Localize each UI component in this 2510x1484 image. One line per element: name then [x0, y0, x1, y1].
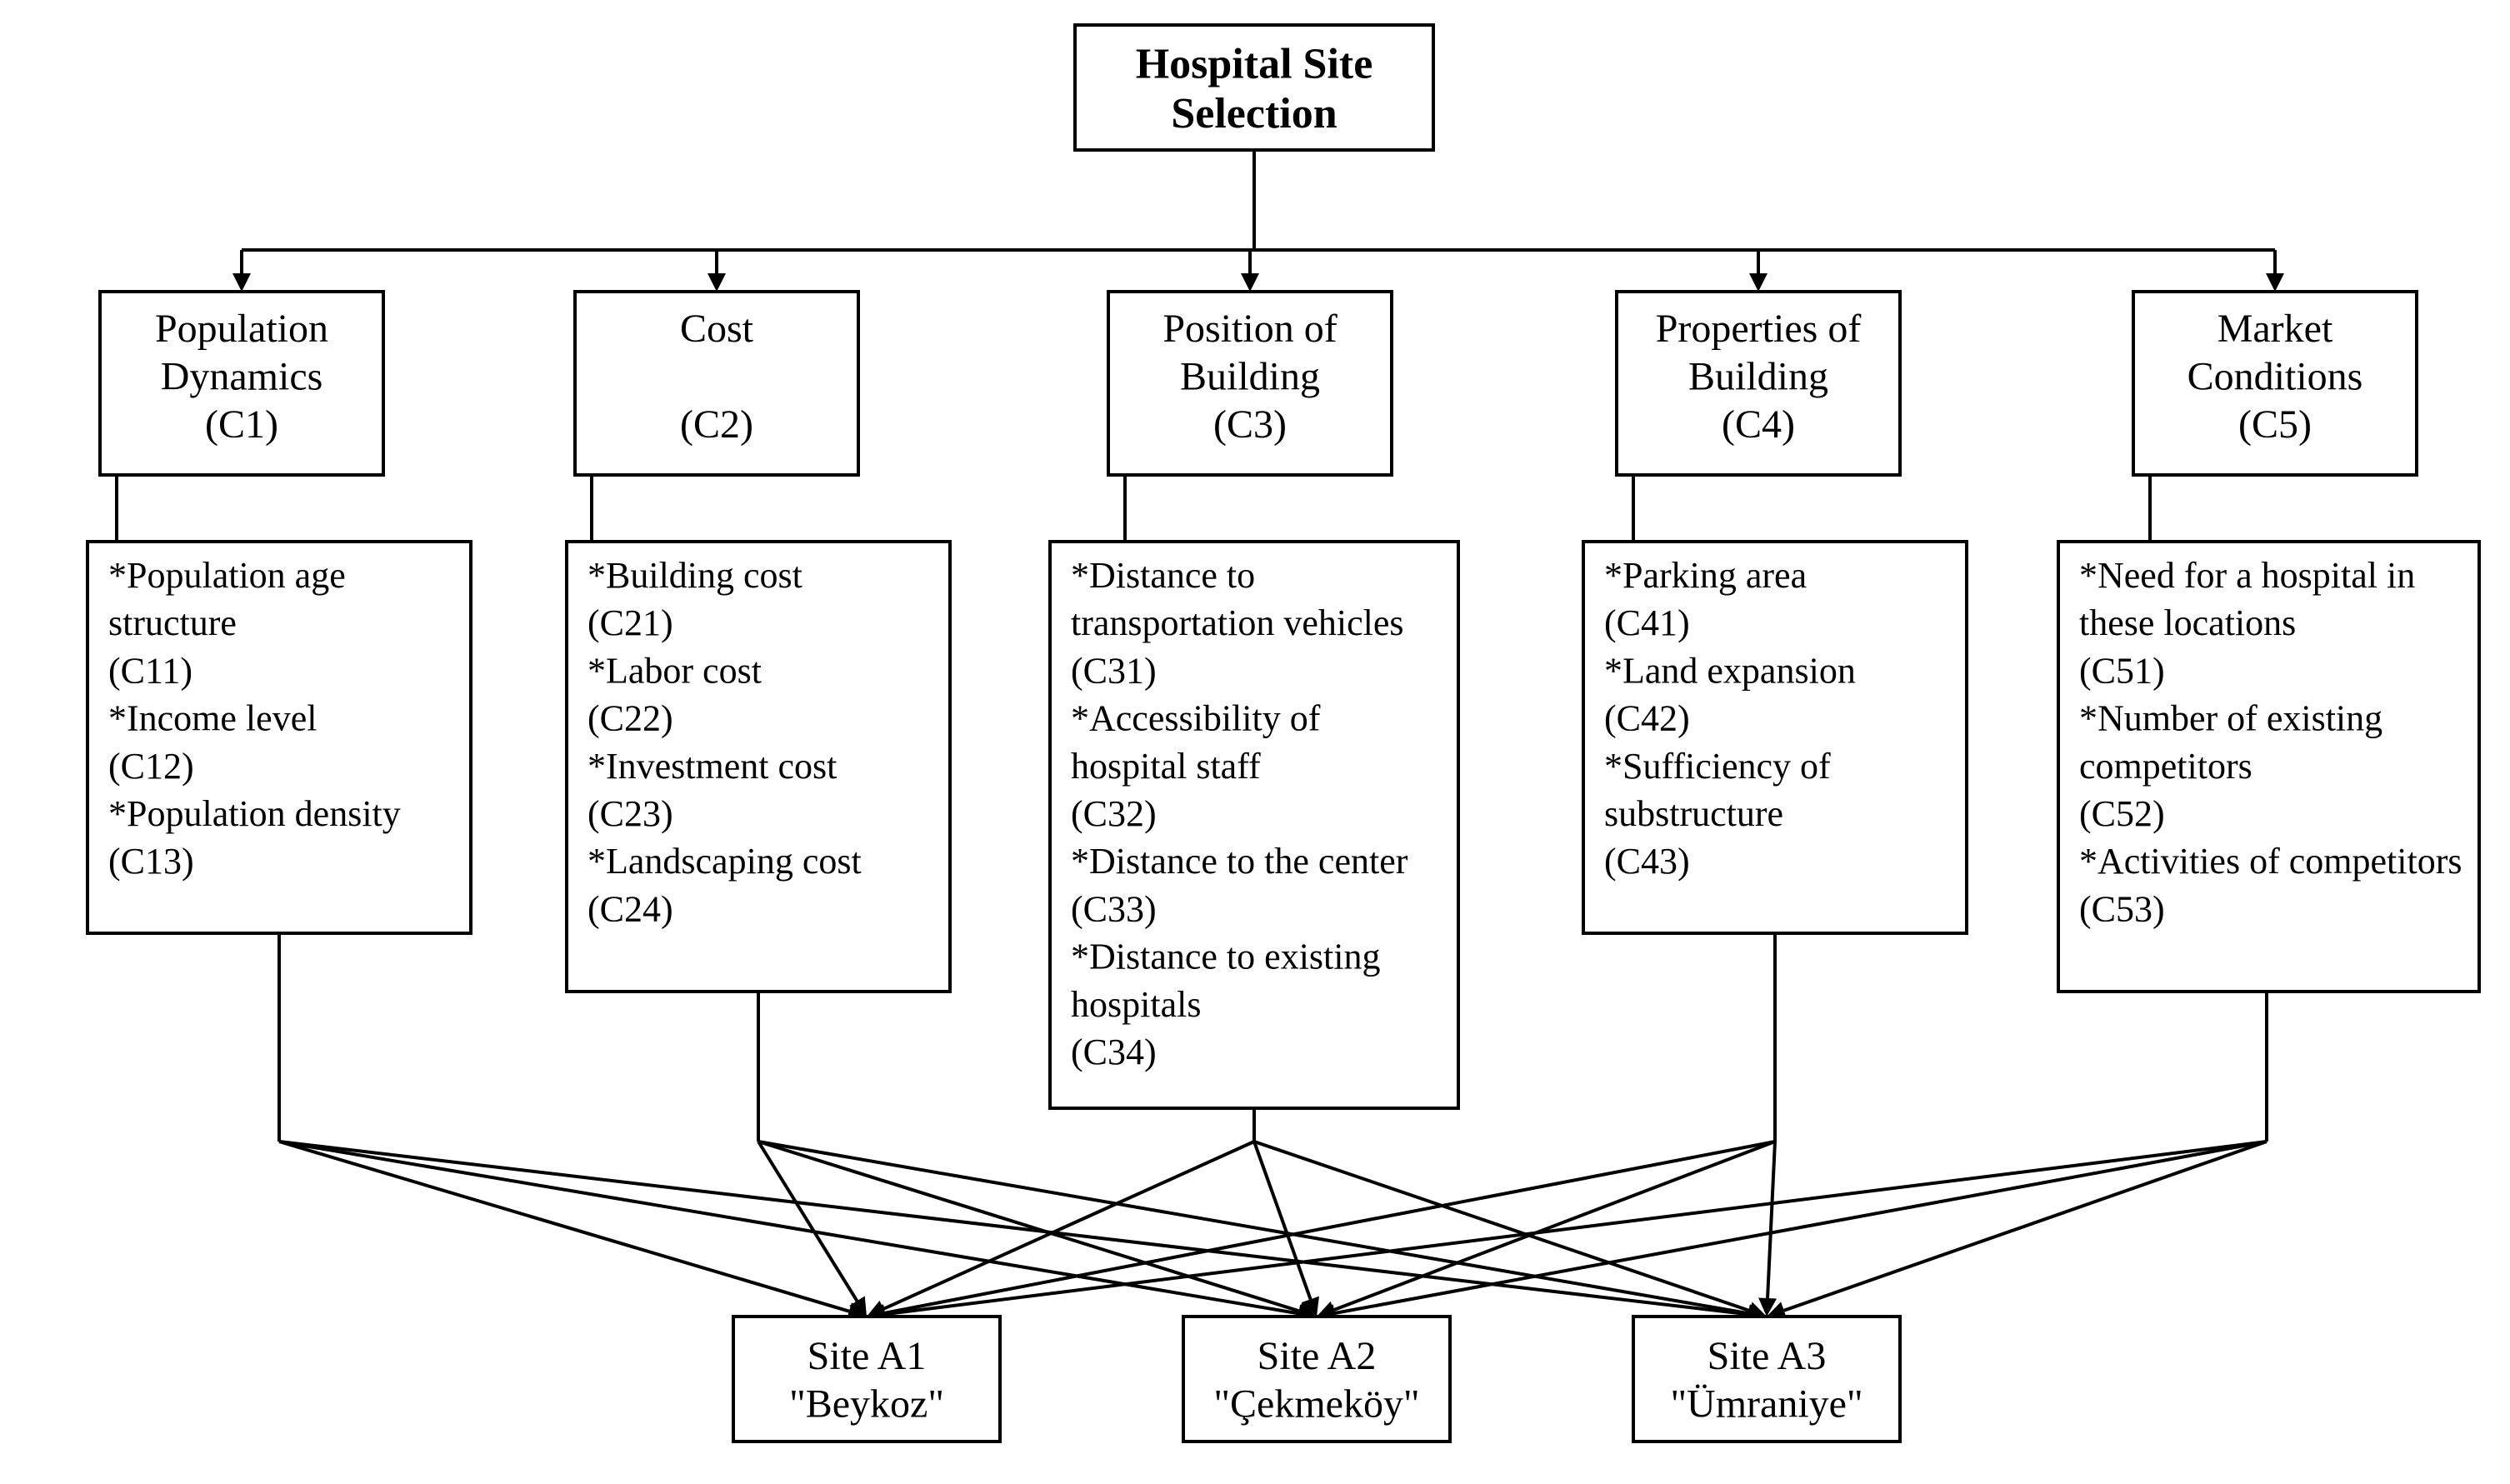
subcriteria-item-C1: (C13) — [108, 841, 194, 882]
subcriteria-item-C1: *Income level — [108, 698, 317, 739]
root-title: Hospital Site — [1136, 40, 1373, 87]
site-label-A2: Site A2 — [1258, 1334, 1377, 1378]
subcriteria-item-C1: (C12) — [108, 746, 194, 787]
criteria-title-C2: (C2) — [680, 402, 753, 447]
criteria-title-C4: (C4) — [1722, 402, 1795, 447]
subcriteria-item-C2: *Building cost — [588, 555, 802, 596]
subcriteria-item-C3: *Distance to the center — [1071, 841, 1408, 882]
criteria-title-C1: Dynamics — [161, 355, 323, 399]
subcriteria-item-C1: *Population density — [108, 793, 401, 834]
subcriteria-item-C5: *Need for a hospital in — [2079, 555, 2415, 596]
subcriteria-item-C3: *Accessibility of — [1071, 698, 1321, 739]
subcriteria-item-C4: *Parking area — [1604, 555, 1807, 596]
site-label-A2: "Çekmeköy" — [1213, 1382, 1419, 1427]
site-label-A3: "Ümraniye" — [1670, 1382, 1862, 1427]
subcriteria-item-C4: *Land expansion — [1604, 650, 1856, 691]
subcriteria-item-C2: *Landscaping cost — [588, 841, 862, 882]
criteria-title-C5: (C5) — [2238, 402, 2312, 447]
subcriteria-item-C4: (C41) — [1604, 602, 1690, 643]
subcriteria-item-C5: these locations — [2079, 602, 2296, 643]
site-label-A1: "Beykoz" — [789, 1382, 944, 1427]
subcriteria-item-C3: (C31) — [1071, 650, 1157, 691]
criteria-title-C1: Population — [155, 307, 328, 351]
subcriteria-item-C2: (C21) — [588, 602, 673, 643]
subcriteria-item-C5: *Activities of competitors — [2079, 841, 2462, 882]
criteria-title-C3: Building — [1180, 355, 1320, 399]
subcriteria-item-C2: (C22) — [588, 698, 673, 739]
subcriteria-item-C2: (C24) — [588, 888, 673, 929]
criteria-title-C4: Building — [1688, 355, 1828, 399]
subcriteria-item-C1: *Population age — [108, 555, 346, 596]
criteria-title-C3: (C3) — [1213, 402, 1287, 447]
subcriteria-item-C5: *Number of existing — [2079, 698, 2382, 739]
subcriteria-item-C4: substructure — [1604, 793, 1783, 834]
criteria-title-C5: Market — [2218, 307, 2333, 351]
diagram-canvas: Hospital SiteSelection PopulationDynamics… — [0, 0, 2510, 1484]
criteria-title-C2: Cost — [680, 307, 754, 351]
subcriteria-item-C2: (C23) — [588, 793, 673, 834]
criteria-title-C4: Properties of — [1656, 307, 1862, 351]
subcriteria-item-C5: (C51) — [2079, 650, 2165, 691]
subcriteria-item-C3: (C32) — [1071, 793, 1157, 834]
criteria-title-C3: Position of — [1162, 307, 1337, 351]
subcriteria-item-C2: *Investment cost — [588, 746, 837, 787]
subcriteria-item-C1: structure — [108, 602, 237, 643]
subcriteria-item-C3: transportation vehicles — [1071, 602, 1404, 643]
subcriteria-item-C5: (C53) — [2079, 888, 2165, 929]
subcriteria-item-C3: *Distance to — [1071, 555, 1255, 596]
subcriteria-item-C2: *Labor cost — [588, 650, 762, 691]
root-title: Selection — [1171, 90, 1337, 137]
subcriteria-item-C3: (C34) — [1071, 1032, 1157, 1072]
subcriteria-item-C1: (C11) — [108, 650, 192, 691]
subcriteria-item-C3: hospitals — [1071, 984, 1201, 1025]
subcriteria-item-C3: (C33) — [1071, 888, 1157, 929]
criteria-title-C5: Conditions — [2188, 355, 2363, 399]
subcriteria-item-C3: hospital staff — [1071, 746, 1261, 787]
site-label-A1: Site A1 — [808, 1334, 927, 1378]
subcriteria-item-C3: *Distance to existing — [1071, 937, 1381, 977]
subcriteria-item-C5: (C52) — [2079, 793, 2165, 834]
criteria-title-C1: (C1) — [205, 402, 278, 447]
site-label-A3: Site A3 — [1708, 1334, 1827, 1378]
subcriteria-item-C4: *Sufficiency of — [1604, 746, 1831, 787]
subcriteria-item-C4: (C42) — [1604, 698, 1690, 739]
subcriteria-item-C4: (C43) — [1604, 841, 1690, 882]
subcriteria-item-C5: competitors — [2079, 746, 2252, 787]
